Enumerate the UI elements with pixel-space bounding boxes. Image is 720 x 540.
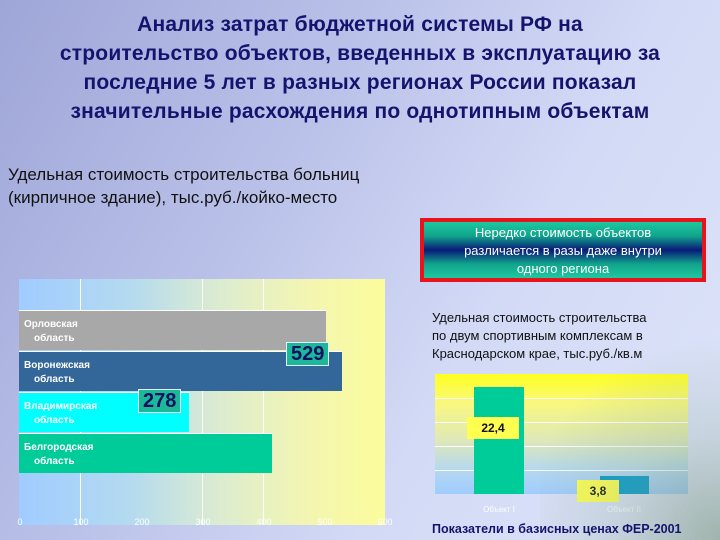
slide-title: Анализ затрат бюджетной системы РФ на ст… xyxy=(0,10,720,126)
caption-line: Удельная стоимость строительства xyxy=(432,310,647,325)
title-line: Анализ затрат бюджетной системы РФ на xyxy=(137,13,583,36)
hospital-chart-caption: Удельная стоимость строительства больниц… xyxy=(8,163,428,209)
title-line: строительство объектов, введенных в эксп… xyxy=(59,42,661,65)
caption-line: Удельная стоимость строительства больниц xyxy=(8,165,360,184)
gridline xyxy=(435,446,688,447)
bar-object-1 xyxy=(474,387,524,494)
bar-label: Воронежская область xyxy=(24,360,90,385)
bar-belgorod: Белгородская область xyxy=(19,433,272,473)
value-label-object-2: 3,8 xyxy=(577,480,619,502)
bar-label: Орловская область xyxy=(24,319,78,344)
callout-line: одного региона xyxy=(516,261,610,276)
value-label-voronezh: 529 xyxy=(286,342,330,366)
gridline xyxy=(435,398,688,399)
x-tick: 200 xyxy=(134,517,150,527)
bar-label: Владимирская область xyxy=(24,401,98,426)
bar-vladimir: Владимирская область xyxy=(19,392,189,432)
x-tick: 0 xyxy=(17,517,23,527)
footer-note: Показатели в базисных ценах ФЕР-2001 xyxy=(432,522,682,536)
caption-line: (кирпичное здание), тыс.руб./койко-место xyxy=(8,188,338,207)
x-tick: 300 xyxy=(195,517,211,527)
callout-line: различается в разы даже внутри xyxy=(464,243,662,258)
category-label: Объект I xyxy=(483,505,515,514)
x-tick: 400 xyxy=(256,517,272,527)
value-label-object-1: 22,4 xyxy=(467,417,519,439)
callout-line: Нередко стоимость объектов xyxy=(474,225,652,240)
title-line: последние 5 лет в разных регионах России… xyxy=(83,71,637,94)
sport-complex-chart: 22,4 3,8 xyxy=(435,374,688,502)
gridline xyxy=(263,279,264,525)
caption-line: по двум спортивным комплексам в xyxy=(432,328,643,343)
hospital-cost-chart: Орловская область Воронежская область Вл… xyxy=(19,279,385,525)
x-tick: 600 xyxy=(377,517,393,527)
sport-chart-caption: Удельная стоимость строительства по двум… xyxy=(432,309,712,363)
callout-text: Нередко стоимость объектов различается в… xyxy=(424,222,702,278)
gridline xyxy=(435,470,688,471)
x-tick: 100 xyxy=(73,517,89,527)
title-line: значительные расхождения по однотипным о… xyxy=(70,100,650,123)
bar-orel: Орловская область xyxy=(19,310,326,350)
value-label-vladimir: 278 xyxy=(138,389,182,413)
category-label: Объект II xyxy=(607,505,641,514)
gridline xyxy=(202,279,203,525)
x-tick: 500 xyxy=(317,517,333,527)
bar-label: Белгородская область xyxy=(24,442,94,467)
callout-box: Нередко стоимость объектов различается в… xyxy=(420,218,706,282)
caption-line: Краснодарском крае, тыс.руб./кв.м xyxy=(432,346,643,361)
